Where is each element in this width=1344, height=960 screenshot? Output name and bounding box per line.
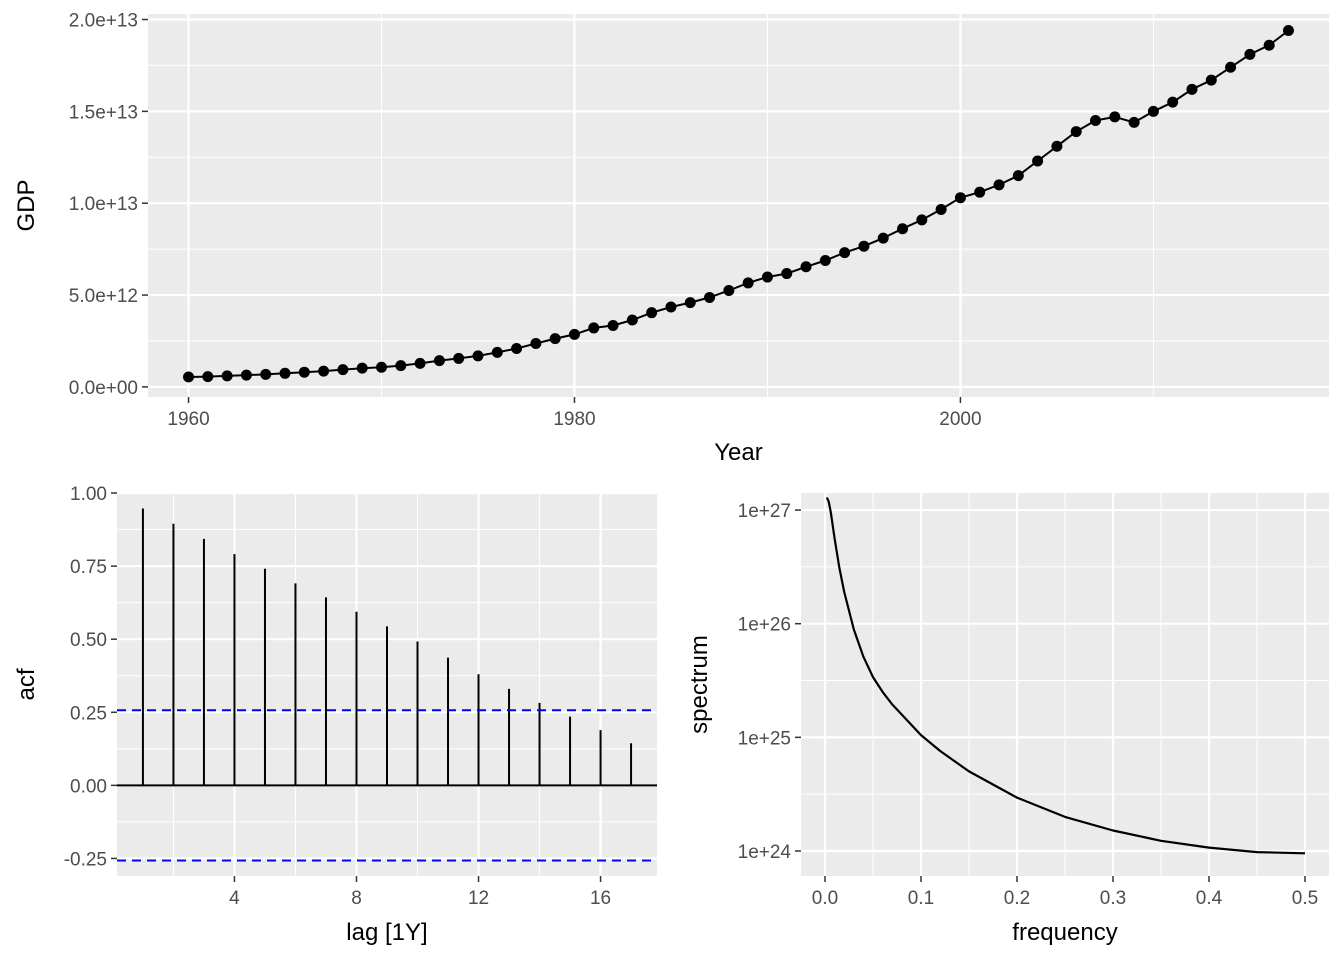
spectrum-y-tick-label: 1e+27 (738, 501, 791, 522)
gdp-data-point (858, 240, 870, 252)
acf-y-axis-title: acf (13, 668, 40, 700)
gdp-data-point (684, 297, 696, 309)
gdp-x-tick-label: 2000 (939, 409, 981, 430)
acf-x-tick-label: 12 (468, 888, 489, 909)
acf-plot: -0.25 0.00 0.25 0.50 0.75 1.00 4 8 12 16 lag [1Y] a… (13, 484, 657, 946)
gdp-data-point (221, 370, 233, 382)
gdp-y-axis-title: GDP (13, 179, 40, 231)
gdp-y-tick-label: 1.0e+13 (69, 194, 138, 215)
spectrum-series-line (825, 497, 1306, 855)
gdp-data-point (935, 203, 947, 215)
gdp-data-point (974, 186, 986, 198)
gdp-series-line (188, 29, 1290, 378)
gdp-data-point (1051, 140, 1063, 152)
spectrum-x-axis-title: frequency (1012, 919, 1117, 946)
spectrum-y-tick-label: 1e+24 (738, 842, 792, 863)
acf-y-tick-label: 0.00 (70, 776, 107, 797)
gdp-data-point (626, 314, 638, 326)
gdp-data-point (704, 291, 716, 303)
gdp-data-point (761, 271, 773, 283)
spectrum-x-tick-label: 0.5 (1292, 888, 1318, 909)
gdp-data-point (1205, 74, 1217, 86)
gdp-data-point (1070, 126, 1082, 138)
spectrum-x-tick-label: 0.2 (1004, 888, 1030, 909)
gdp-data-point (1282, 25, 1294, 37)
gdp-data-point (1244, 48, 1256, 60)
gdp-data-point (433, 355, 445, 367)
acf-x-axis-title: lag [1Y] (346, 919, 427, 946)
gdp-data-point (819, 255, 831, 267)
gdp-data-point (1186, 83, 1198, 95)
gdp-data-point (318, 365, 330, 377)
gdp-data-point (375, 361, 387, 373)
gdp-data-point (530, 338, 542, 350)
gdp-data-point (916, 214, 928, 226)
spectrum-x-tick-label: 0.0 (812, 888, 838, 909)
gdp-data-point (491, 346, 503, 358)
gdp-data-point (1225, 61, 1237, 73)
gdp-data-point (742, 277, 754, 289)
gdp-data-point (279, 367, 291, 379)
gdp-y-tick-label: 5.0e+12 (69, 286, 138, 307)
gdp-data-point (1263, 39, 1275, 51)
gdp-data-point (800, 261, 812, 273)
gdp-data-point (897, 223, 909, 235)
gdp-data-point (472, 350, 484, 362)
gdp-data-point (395, 360, 407, 372)
gdp-data-point (723, 284, 735, 296)
gdp-data-point (588, 322, 600, 334)
gdp-data-point (877, 232, 889, 244)
acf-y-tick-label: 0.25 (70, 703, 107, 724)
gdp-data-point (298, 366, 310, 378)
acf-y-tick-label: -0.25 (64, 849, 107, 870)
gdp-y-tick-label: 2.0e+13 (69, 11, 138, 32)
gdp-panel-background (148, 14, 1329, 397)
acf-x-tick-label: 16 (590, 888, 611, 909)
gdp-data-point (260, 368, 272, 380)
gdp-x-tick-label: 1960 (167, 409, 209, 430)
gdp-data-point (607, 320, 619, 332)
gdp-data-point (453, 352, 465, 364)
gdp-y-tick-label: 1.5e+13 (69, 102, 138, 123)
gdp-data-point (1167, 96, 1179, 108)
gdp-data-point (549, 333, 561, 345)
spectrum-y-tick-label: 1e+26 (738, 615, 791, 636)
gdp-x-axis-title: Year (714, 439, 763, 466)
acf-x-tick-label: 4 (229, 888, 240, 909)
gdp-y-tick-label: 0.0e+00 (69, 378, 138, 399)
spectrum-y-tick-label: 1e+25 (738, 728, 791, 749)
gdp-data-point (1128, 116, 1140, 128)
gdp-data-point (202, 371, 214, 383)
gdp-data-point (1012, 170, 1024, 182)
spectrum-x-tick-label: 0.1 (908, 888, 934, 909)
gdp-data-point (665, 301, 677, 313)
spectrum-y-axis-title: spectrum (686, 635, 713, 734)
gdp-data-point (568, 328, 580, 340)
gdp-data-point (511, 343, 523, 355)
gdp-data-point (781, 268, 793, 280)
gdp-data-point (356, 362, 368, 374)
spectrum-x-tick-label: 0.4 (1196, 888, 1223, 909)
gdp-x-tick-label: 1980 (553, 409, 595, 430)
gdp-data-point (993, 179, 1005, 191)
gdp-data-point (183, 371, 195, 383)
gdp-data-point (1032, 155, 1044, 167)
gdp-data-point (1109, 111, 1121, 123)
gdp-data-point (839, 247, 851, 259)
acf-y-tick-label: 0.50 (70, 630, 107, 651)
gdp-data-point (1090, 115, 1102, 127)
gdp-data-point (240, 369, 252, 381)
gdp-data-point (337, 364, 349, 376)
gdp-data-point (414, 357, 426, 369)
gdp-data-point (646, 307, 658, 319)
gdp-time-series-plot: 0.0e+00 5.0e+12 1.0e+13 1.5e+13 2.0e+13 1960 1… (13, 11, 1329, 466)
gdp-data-point (954, 192, 966, 204)
acf-y-tick-label: 0.75 (70, 557, 107, 578)
acf-x-tick-label: 8 (351, 888, 362, 909)
spectrum-plot: 1e+24 1e+25 1e+26 1e+27 0.0 0.1 0.2 0.3 0.4 0.5 fr… (686, 493, 1329, 946)
spectrum-x-tick-label: 0.3 (1100, 888, 1126, 909)
gdp-data-point (1147, 105, 1159, 117)
acf-y-tick-label: 1.00 (70, 484, 107, 505)
